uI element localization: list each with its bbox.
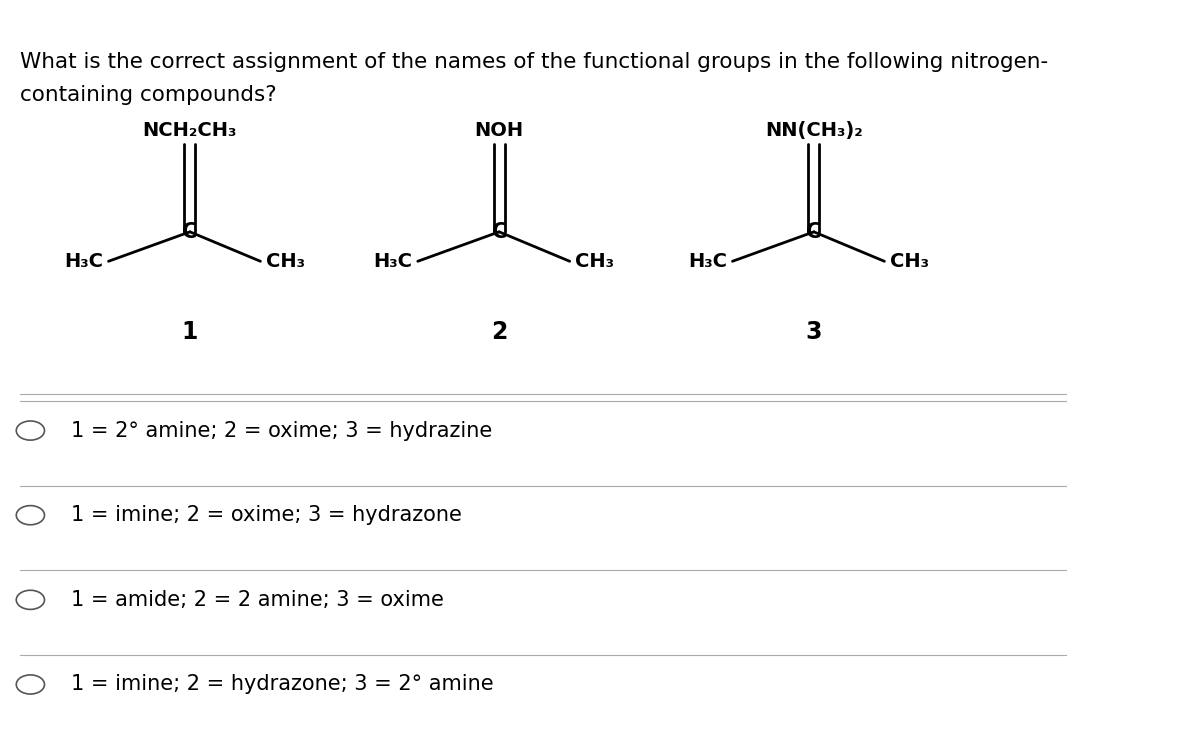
Text: 1 = imine; 2 = hydrazone; 3 = 2° amine: 1 = imine; 2 = hydrazone; 3 = 2° amine: [71, 674, 493, 695]
Text: 1 = amide; 2 = 2 amine; 3 = oxime: 1 = amide; 2 = 2 amine; 3 = oxime: [71, 590, 444, 610]
Text: H₃C: H₃C: [373, 252, 413, 271]
Text: C: C: [806, 222, 822, 242]
Text: What is the correct assignment of the names of the functional groups in the foll: What is the correct assignment of the na…: [19, 52, 1048, 71]
Text: NCH₂CH₃: NCH₂CH₃: [143, 121, 238, 140]
Text: 1 = 2° amine; 2 = oxime; 3 = hydrazine: 1 = 2° amine; 2 = oxime; 3 = hydrazine: [71, 420, 492, 441]
Text: C: C: [182, 222, 198, 242]
Text: CH₃: CH₃: [890, 252, 929, 271]
Text: containing compounds?: containing compounds?: [19, 85, 276, 105]
Text: CH₃: CH₃: [266, 252, 305, 271]
Text: 1: 1: [181, 320, 198, 344]
Text: 1 = imine; 2 = oxime; 3 = hydrazone: 1 = imine; 2 = oxime; 3 = hydrazone: [71, 505, 462, 526]
Text: C: C: [492, 222, 506, 242]
Text: NN(CH₃)₂: NN(CH₃)₂: [764, 121, 863, 140]
Text: H₃C: H₃C: [688, 252, 727, 271]
Text: 2: 2: [491, 320, 508, 344]
Text: CH₃: CH₃: [575, 252, 614, 271]
Text: H₃C: H₃C: [64, 252, 103, 271]
Text: NOH: NOH: [474, 121, 523, 140]
Text: 3: 3: [805, 320, 822, 344]
